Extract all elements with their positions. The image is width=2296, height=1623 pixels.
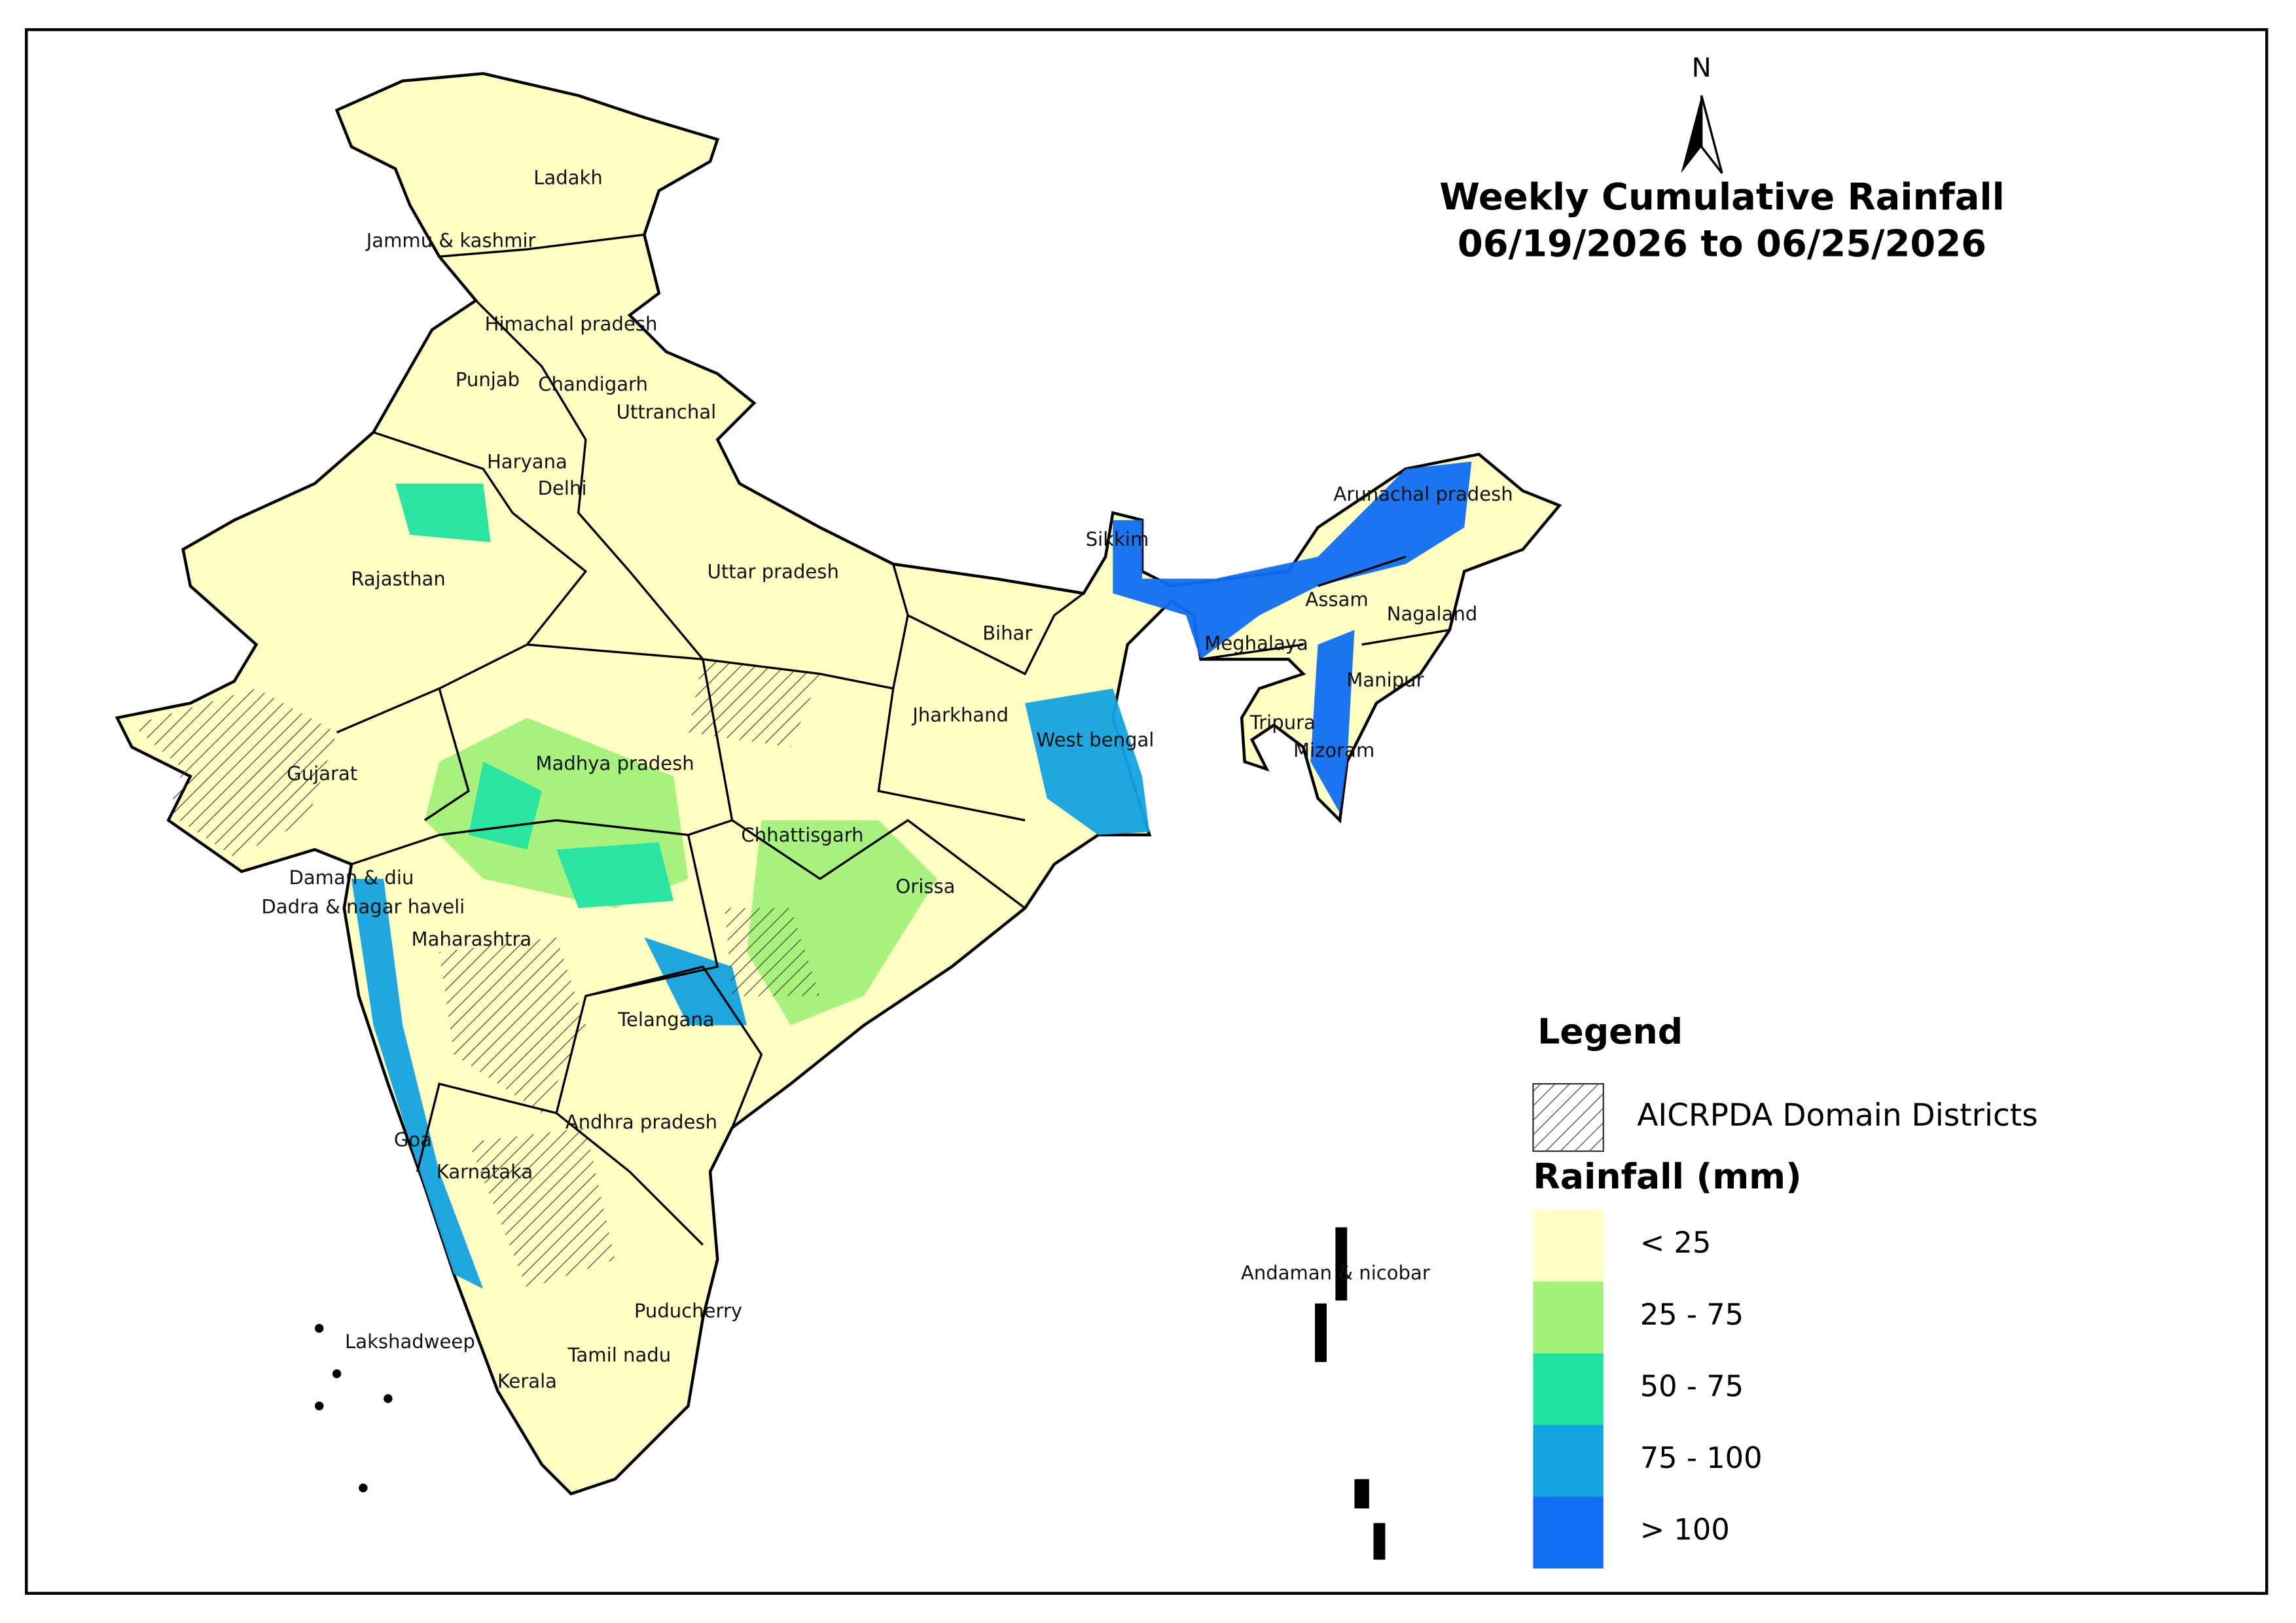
legend-label: < 25 (1640, 1225, 1712, 1260)
island (384, 1394, 393, 1403)
region-label: Assam (1305, 588, 1368, 611)
aicrpda-districts (132, 659, 820, 1289)
region-label: Mizoram (1293, 739, 1374, 761)
india-map: Ladakh Jammu & kashmir Himachal pradesh Pun… (115, 72, 1562, 1560)
region-label: Gujarat (287, 762, 357, 785)
region-label: Sikkim (1086, 528, 1149, 550)
region-label: Delhi (538, 477, 587, 499)
legend-swatch (1533, 1209, 1604, 1282)
region-label: Nagaland (1387, 603, 1478, 625)
rain-patch (1113, 461, 1472, 660)
legend-label: 25 - 75 (1640, 1297, 1744, 1332)
region-label: Karnataka (437, 1161, 533, 1183)
hatch-area (725, 908, 820, 996)
island (332, 1369, 342, 1378)
region-label: West bengal (1037, 729, 1155, 751)
island (359, 1483, 368, 1493)
region-label: Manipur (1346, 669, 1424, 691)
island (315, 1401, 324, 1411)
region-label: Arunachal pradesh (1333, 483, 1513, 505)
hatch-area (439, 937, 586, 1113)
region-label: Haryana (487, 451, 567, 473)
region-label: Chhattisgarh (741, 824, 863, 846)
rain-patch (1310, 630, 1355, 813)
legend-swatch (1533, 1353, 1604, 1425)
rain-patch (644, 937, 747, 1026)
island (1373, 1523, 1386, 1560)
rain-patch (468, 761, 674, 908)
region-labels: Ladakh Jammu & kashmir Himachal pradesh Pun… (261, 167, 1513, 1393)
region-label: Lakshadweep (345, 1330, 475, 1353)
legend-label: 75 - 100 (1640, 1440, 1763, 1475)
rain-patch (1025, 688, 1150, 835)
region-label: Kerala (497, 1370, 557, 1393)
region-label: Punjab (456, 368, 520, 391)
hatch-area (688, 659, 820, 747)
north-label: N (1692, 53, 1712, 83)
region-label: Puducherry (634, 1300, 742, 1322)
title-line1: Weekly Cumulative Rainfall (1439, 176, 2005, 219)
hatch-area (132, 688, 337, 857)
rain-patches (351, 461, 1472, 1289)
region-label: Jharkhand (911, 704, 1009, 726)
island (1335, 1227, 1348, 1301)
region-label: Ladakh (533, 167, 603, 189)
hatch-area (468, 1128, 615, 1289)
legend-swatch (1533, 1425, 1604, 1497)
island (1315, 1303, 1327, 1363)
region-label: Tamil nadu (567, 1344, 672, 1366)
state-border (336, 233, 1450, 1246)
title-line2: 06/19/2026 to 06/25/2026 (1458, 223, 1986, 266)
state-borders (336, 233, 1450, 1246)
region-label: Chandigarh (538, 373, 648, 395)
islands (315, 1227, 1386, 1560)
region-label: Himachal pradesh (485, 313, 658, 335)
region-label: Rajasthan (351, 568, 446, 590)
region-label: Uttranchal (617, 401, 717, 423)
region-label: Dadra & nagar haveli (261, 896, 465, 918)
region-label: Madhya pradesh (536, 752, 694, 774)
region-label: Jammu & kashmir (365, 230, 536, 252)
legend-label: > 100 (1640, 1512, 1730, 1547)
region-label: Daman & diu (289, 866, 414, 889)
region-label: Andhra pradesh (565, 1111, 717, 1133)
hatch-swatch (1532, 1083, 1604, 1152)
region-label: Goa (394, 1128, 432, 1150)
region-label: Andaman & nicobar (1241, 1262, 1430, 1284)
region-label: Meghalaya (1204, 632, 1308, 654)
region-label: Orissa (895, 875, 955, 897)
region-label: Bihar (982, 622, 1032, 644)
north-arrow: N (1681, 53, 1723, 174)
arrow-left (1681, 95, 1702, 173)
island (1354, 1479, 1369, 1508)
legend: Legend AICRPDA Domain Districts Rainfall… (1532, 1011, 2038, 1569)
legend-swatch (1533, 1281, 1604, 1353)
region-label: Tripura (1249, 711, 1316, 734)
rainfall-title: Rainfall (mm) (1533, 1156, 1801, 1197)
legend-title: Legend (1537, 1011, 1683, 1052)
legend-swatch (1533, 1497, 1604, 1569)
island (315, 1324, 324, 1333)
region-label: Telangana (617, 1008, 715, 1031)
region-label: Maharashtra (412, 928, 532, 950)
hatch-label: AICRPDA Domain Districts (1637, 1097, 2038, 1133)
legend-label: 50 - 75 (1640, 1368, 1744, 1403)
region-label: Uttar pradesh (708, 560, 839, 582)
rain-patch (395, 483, 491, 543)
